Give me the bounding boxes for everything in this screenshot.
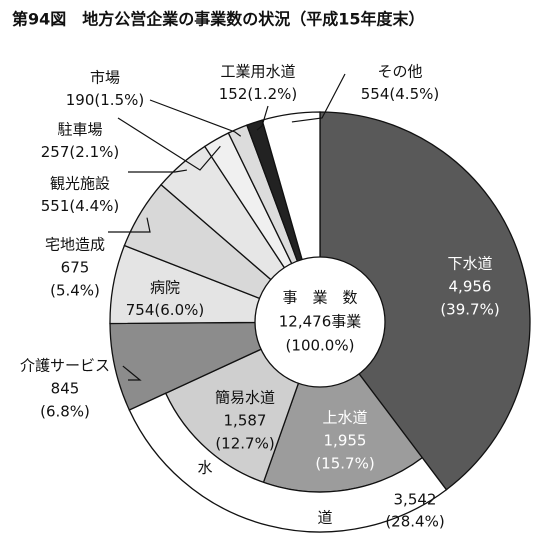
group-label: 水 <box>197 459 212 477</box>
value-label: 257 <box>41 143 70 161</box>
category-label: 駐車場 <box>57 121 102 139</box>
category-label: その他 <box>377 63 422 81</box>
group-ring <box>128 392 448 533</box>
leader-line <box>108 217 151 233</box>
slice-label: 上水道 1,955 (15.7%) <box>315 409 374 473</box>
leader-line <box>291 73 346 123</box>
value-label: 554 <box>361 85 390 103</box>
value-percent-label: 190(1.5%) <box>66 91 144 109</box>
leader-line <box>117 117 221 171</box>
category-label: 市場 <box>90 69 120 87</box>
percent-label: (15.7%) <box>315 455 374 473</box>
slice-label: 簡易水道 1,587 (12.7%) <box>215 389 275 453</box>
slice-label: 介護サービス 845 (6.8%) <box>20 357 110 421</box>
percent-label: (12.7%) <box>215 435 274 453</box>
category-label: 病院 <box>150 279 180 297</box>
group-value-label: 3,542 <box>394 491 437 509</box>
hub <box>254 256 386 388</box>
slice-label: 工業用水道 152(1.2%) <box>219 63 297 103</box>
value-percent-label: 754(6.0%) <box>126 301 204 319</box>
slice-label: 病院 754(6.0%) <box>126 279 204 319</box>
percent-label: (6.8%) <box>40 403 90 421</box>
center-label: (100.0%) <box>286 337 355 355</box>
value-label: 1,955 <box>324 432 367 450</box>
percent-label: (2.1%) <box>69 143 119 161</box>
value-label: 152 <box>219 85 248 103</box>
slice-label: 下水道 4,956 (39.7%) <box>440 255 499 319</box>
category-label: 介護サービス <box>20 357 110 375</box>
center-label: 事 業 数 <box>282 289 357 307</box>
leader-line <box>122 365 142 381</box>
group-label: 道 <box>317 509 332 527</box>
center-label: 12,476事業 <box>279 313 362 331</box>
slice-label: 観光施設 551(4.4%) <box>41 175 119 215</box>
value-label: 4,956 <box>449 278 492 296</box>
category-label: 簡易水道 <box>215 389 275 407</box>
leader-line <box>128 169 187 173</box>
value-label: 754 <box>126 301 155 319</box>
value-label: 551 <box>41 197 70 215</box>
slice <box>319 111 531 491</box>
slice-label: 駐車場 257(2.1%) <box>41 121 119 161</box>
group-percent-label: (28.4%) <box>385 513 444 531</box>
value-label: 845 <box>51 380 80 398</box>
percent-label: (39.7%) <box>440 301 499 319</box>
category-label: 宅地造成 <box>45 236 105 254</box>
category-label: 工業用水道 <box>220 63 295 81</box>
slice-label: 市場 190(1.5%) <box>66 69 144 109</box>
value-percent-label: 257(2.1%) <box>41 143 119 161</box>
percent-label: (4.5%) <box>389 85 439 103</box>
category-label: 観光施設 <box>50 175 110 193</box>
percent-label: (5.4%) <box>50 282 100 300</box>
leader-line <box>149 99 242 137</box>
category-label: 上水道 <box>322 409 367 427</box>
percent-label: (4.4%) <box>69 197 119 215</box>
chart-title: 第94図 地方公営企業の事業数の状況（平成15年度末） <box>12 10 425 29</box>
value-percent-label: 554(4.5%) <box>361 85 439 103</box>
value-label: 675 <box>61 259 90 277</box>
value-percent-label: 152(1.2%) <box>219 85 297 103</box>
value-percent-label: 551(4.4%) <box>41 197 119 215</box>
leader-line <box>256 105 269 131</box>
percent-label: (6.0%) <box>154 301 204 319</box>
value-label: 190 <box>66 91 95 109</box>
slice-label: 宅地造成 675 (5.4%) <box>45 236 105 300</box>
slice-label: その他 554(4.5%) <box>361 63 439 103</box>
percent-label: (1.5%) <box>94 91 144 109</box>
percent-label: (1.2%) <box>247 85 297 103</box>
category-label: 下水道 <box>447 255 492 273</box>
value-label: 1,587 <box>224 412 267 430</box>
